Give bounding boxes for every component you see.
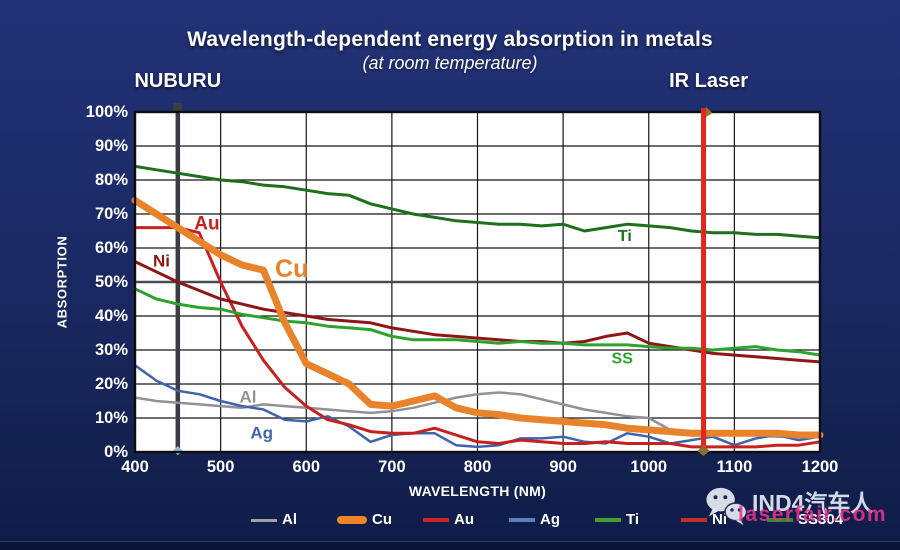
curve-label-cu: Cu bbox=[275, 255, 308, 283]
legend-swatch bbox=[595, 518, 621, 522]
x-tick: 1200 bbox=[801, 458, 839, 476]
y-tick: 50% bbox=[94, 273, 128, 291]
legend-item-ti: Ti bbox=[595, 511, 681, 529]
y-tick: 80% bbox=[94, 171, 128, 189]
legend-item-au: Au bbox=[423, 511, 509, 529]
watermark: IND4汽车人 laserfair.com bbox=[700, 482, 900, 536]
legend-swatch bbox=[337, 516, 367, 524]
legend-swatch bbox=[423, 518, 449, 522]
nuburu-line-cap bbox=[173, 103, 183, 111]
legend-item-ss304: SS304 bbox=[767, 511, 853, 529]
curve-label-ss: SS bbox=[612, 351, 634, 368]
curve-label-ni: Ni bbox=[153, 252, 170, 271]
legend-swatch bbox=[681, 518, 707, 522]
y-tick: 10% bbox=[94, 409, 128, 427]
legend-swatch bbox=[767, 518, 793, 522]
curve-label-al: Al bbox=[240, 388, 257, 407]
x-tick: 400 bbox=[121, 458, 149, 476]
plot-area: Al Ag Au Ni SS Ti Cu bbox=[131, 103, 824, 456]
legend-item-ag: Ag bbox=[509, 511, 595, 529]
legend-label: Ag bbox=[540, 511, 560, 528]
chart-subtitle: (at room temperature) bbox=[362, 53, 538, 73]
x-tick: 700 bbox=[378, 458, 406, 476]
legend-item-ni: Ni bbox=[681, 511, 767, 529]
legend-label: Al bbox=[282, 511, 297, 528]
x-tick: 1100 bbox=[716, 458, 753, 476]
x-tick: 500 bbox=[206, 458, 235, 476]
y-tick: 60% bbox=[94, 239, 128, 257]
legend-item-cu: Cu bbox=[337, 511, 423, 529]
legend-label: Au bbox=[454, 511, 474, 528]
y-tick: 0% bbox=[104, 443, 128, 461]
legend-label: Ti bbox=[626, 511, 640, 528]
watermark-brand: IND4汽车人 bbox=[752, 490, 874, 516]
y-tick: 70% bbox=[94, 205, 128, 223]
curve-label-ti: Ti bbox=[618, 228, 632, 245]
legend-swatch bbox=[509, 518, 535, 522]
legend-label: Ni bbox=[712, 511, 727, 528]
legend-label: Cu bbox=[372, 511, 392, 528]
ir-laser-bottom-marker bbox=[697, 445, 710, 456]
nuburu-bottom-marker bbox=[172, 446, 183, 455]
legend: Al Cu Au Ag Ti Ni SS304 bbox=[251, 509, 853, 531]
x-tick: 900 bbox=[549, 458, 577, 476]
ir-laser-top-arrow bbox=[706, 107, 713, 117]
y-tick: 90% bbox=[94, 137, 128, 155]
wechat-icon bbox=[706, 487, 748, 526]
bottom-strip bbox=[0, 541, 900, 550]
ir-laser-label: IR Laser bbox=[669, 70, 749, 92]
y-tick: 20% bbox=[94, 375, 128, 393]
watermark-site: laserfair.com bbox=[738, 503, 888, 526]
legend-swatch bbox=[251, 518, 277, 522]
curve-label-ag: Ag bbox=[250, 423, 273, 442]
legend-label: SS304 bbox=[798, 511, 844, 528]
nuburu-label: NUBURU bbox=[134, 70, 222, 92]
y-tick: 30% bbox=[94, 341, 128, 359]
y-tick: 100% bbox=[85, 103, 128, 121]
chart-title: Wavelength-dependent energy absorption i… bbox=[187, 28, 713, 51]
x-tick: 600 bbox=[292, 458, 321, 476]
plot-svg: Al Ag Au Ni SS Ti Cu bbox=[131, 103, 824, 456]
y-tick: 40% bbox=[94, 307, 128, 325]
curve-label-au: Au bbox=[194, 213, 219, 234]
x-tick: 800 bbox=[463, 458, 492, 476]
legend-item-al: Al bbox=[251, 511, 337, 529]
x-tick: 1000 bbox=[630, 458, 668, 476]
plot-border bbox=[133, 110, 822, 454]
x-axis-title: WAVELENGTH (NM) bbox=[408, 483, 547, 499]
